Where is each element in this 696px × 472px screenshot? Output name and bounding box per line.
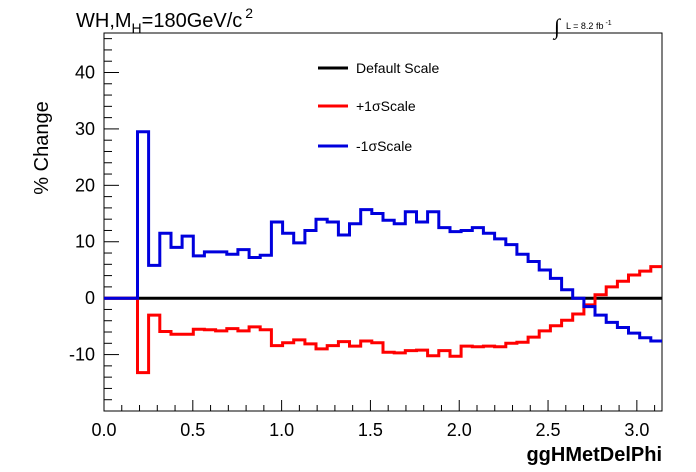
x-tick-label: 0.0 bbox=[91, 420, 116, 440]
series-layer bbox=[104, 130, 662, 375]
lumi-label-superscript: -1 bbox=[605, 20, 611, 27]
chart-title-subscript: H bbox=[132, 20, 142, 36]
y-tick-label: -10 bbox=[69, 345, 95, 365]
chart-title: WH,MH=180GeV/c 2 bbox=[76, 5, 253, 36]
legend: Default Scale +1σScale -1σScale bbox=[318, 60, 439, 154]
lumi-label-main: L = 8.2 fb bbox=[566, 21, 603, 31]
legend-label-2: -1σScale bbox=[356, 138, 412, 154]
x-tick-label: 1.5 bbox=[358, 420, 383, 440]
chart-title-main: WH,M bbox=[76, 10, 132, 32]
series-line-1 bbox=[104, 265, 662, 375]
y-tick-label: 40 bbox=[75, 62, 95, 82]
y-axis-title: % Change bbox=[31, 101, 53, 194]
y-tick-label: 30 bbox=[75, 119, 95, 139]
chart-title-superscript: 2 bbox=[245, 5, 253, 21]
legend-label-0: Default Scale bbox=[356, 60, 439, 76]
legend-label-1: +1σScale bbox=[356, 98, 416, 114]
axes: 0.0 0.5 1.0 1.5 2.0 2.5 3.0 -10 0 10 20 30 40 bbox=[69, 38, 656, 440]
x-tick-label: 0.5 bbox=[180, 420, 205, 440]
series-line-2 bbox=[104, 130, 662, 343]
x-tick-label: 3.0 bbox=[624, 420, 649, 440]
x-tick-label: 1.0 bbox=[269, 420, 294, 440]
x-tick-label: 2.5 bbox=[536, 420, 561, 440]
y-tick-label: 0 bbox=[85, 288, 95, 308]
plot-frame bbox=[103, 32, 663, 412]
y-tick-label: 20 bbox=[75, 175, 95, 195]
x-tick-label: 2.0 bbox=[447, 420, 472, 440]
y-tick-label: 10 bbox=[75, 232, 95, 252]
lumi-integral-sign: ∫ bbox=[552, 14, 562, 40]
lumi-label: L = 8.2 fb -1 bbox=[566, 20, 612, 31]
x-axis-title: ggHMetDelPhi bbox=[526, 444, 662, 466]
chart-title-rest: =180GeV/c bbox=[142, 10, 243, 32]
